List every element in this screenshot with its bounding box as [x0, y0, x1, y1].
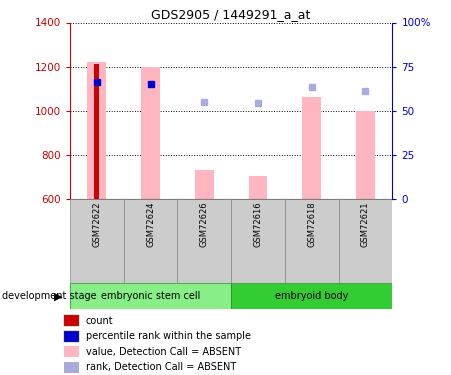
Bar: [195, 170, 214, 199]
Text: ▶: ▶: [55, 291, 63, 301]
Text: percentile rank within the sample: percentile rank within the sample: [86, 332, 251, 341]
Bar: [249, 176, 267, 199]
Bar: [356, 111, 375, 199]
FancyBboxPatch shape: [70, 199, 124, 283]
Text: GSM72624: GSM72624: [146, 201, 155, 247]
Bar: [64, 315, 79, 326]
Bar: [94, 64, 100, 199]
FancyBboxPatch shape: [285, 199, 339, 283]
FancyBboxPatch shape: [70, 283, 231, 309]
FancyBboxPatch shape: [177, 199, 231, 283]
Text: GSM72622: GSM72622: [92, 201, 101, 247]
FancyBboxPatch shape: [339, 199, 392, 283]
Text: GSM72626: GSM72626: [200, 201, 209, 247]
Text: count: count: [86, 316, 113, 326]
FancyBboxPatch shape: [124, 199, 177, 283]
Text: development stage: development stage: [2, 291, 97, 301]
Bar: [64, 346, 79, 357]
FancyBboxPatch shape: [231, 199, 285, 283]
Bar: [141, 67, 160, 199]
Bar: [302, 98, 321, 199]
Text: rank, Detection Call = ABSENT: rank, Detection Call = ABSENT: [86, 362, 236, 372]
Text: embryoid body: embryoid body: [275, 291, 349, 301]
Title: GDS2905 / 1449291_a_at: GDS2905 / 1449291_a_at: [152, 8, 311, 21]
Bar: [87, 62, 106, 199]
Text: GSM72621: GSM72621: [361, 201, 370, 247]
Bar: [64, 331, 79, 342]
Text: value, Detection Call = ABSENT: value, Detection Call = ABSENT: [86, 347, 241, 357]
Text: GSM72618: GSM72618: [307, 201, 316, 247]
Text: GSM72616: GSM72616: [253, 201, 262, 247]
FancyBboxPatch shape: [231, 283, 392, 309]
Bar: [64, 362, 79, 373]
Text: embryonic stem cell: embryonic stem cell: [101, 291, 200, 301]
